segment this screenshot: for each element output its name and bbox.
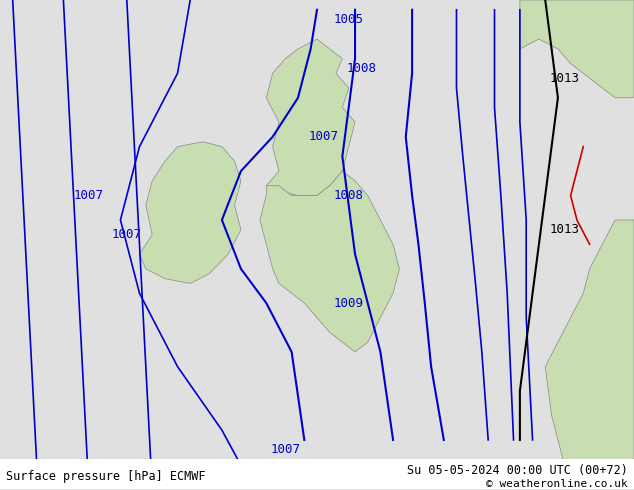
- Text: 1007: 1007: [270, 443, 301, 456]
- Polygon shape: [139, 142, 241, 284]
- Text: 1008: 1008: [346, 62, 377, 75]
- Polygon shape: [266, 39, 355, 196]
- Polygon shape: [260, 171, 399, 352]
- Text: 1008: 1008: [333, 189, 364, 202]
- Text: 1013: 1013: [549, 72, 579, 85]
- Text: 1003: 1003: [346, 467, 377, 481]
- Text: Surface pressure [hPa] ECMWF: Surface pressure [hPa] ECMWF: [6, 470, 206, 483]
- Text: © weatheronline.co.uk: © weatheronline.co.uk: [486, 479, 628, 489]
- Polygon shape: [520, 0, 634, 98]
- Text: 1005: 1005: [333, 13, 364, 26]
- Text: 1013: 1013: [549, 223, 579, 236]
- Text: 1007: 1007: [74, 189, 104, 202]
- Text: Su 05-05-2024 00:00 UTC (00+72): Su 05-05-2024 00:00 UTC (00+72): [407, 464, 628, 477]
- Bar: [0, 460, 634, 489]
- Text: 1007: 1007: [308, 130, 339, 144]
- Polygon shape: [545, 220, 634, 489]
- Text: 1007: 1007: [112, 228, 142, 241]
- Text: 1009: 1009: [333, 296, 364, 310]
